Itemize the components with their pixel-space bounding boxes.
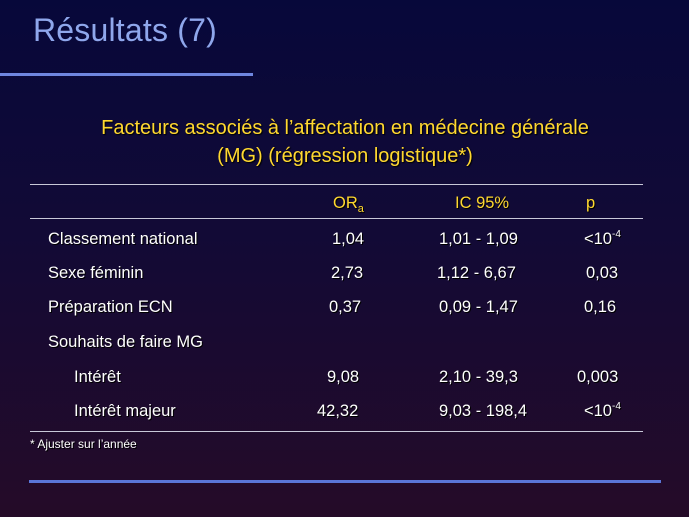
table-top-rule	[30, 184, 643, 185]
header-p: p	[586, 194, 596, 212]
p-value-exponent: -4	[612, 229, 621, 240]
footnote: * Ajuster sur l’année	[30, 437, 137, 451]
row-ic-sexe: 1,12 - 6,67	[437, 264, 516, 282]
header-rule	[30, 218, 643, 219]
subtitle-line-1: Facteurs associés à l’affectation en méd…	[101, 117, 589, 139]
slide-title: Résultats (7)	[33, 12, 217, 48]
row-p-classement: <10-4	[584, 229, 621, 249]
row-label-preparation: Préparation ECN	[48, 298, 173, 316]
row-label-classement: Classement national	[48, 230, 198, 248]
p-value-base: <10	[584, 230, 612, 248]
header-or: ORa	[333, 194, 364, 215]
row-ic-classement: 1,01 - 1,09	[439, 230, 518, 248]
header-or-label: OR	[333, 194, 358, 212]
header-ic: IC 95%	[455, 194, 510, 212]
row-ic-interet-majeur: 9,03 - 198,4	[439, 402, 528, 420]
p-value-base: <10	[584, 402, 612, 420]
row-p-sexe: 0,03	[586, 264, 619, 282]
row-ic-interet: 2,10 - 39,3	[439, 368, 518, 386]
title-underline	[0, 73, 253, 76]
row-label-interet: Intérêt	[74, 368, 121, 386]
row-p-preparation: 0,16	[584, 298, 617, 316]
row-label-sexe: Sexe féminin	[48, 264, 144, 282]
row-label-souhaits: Souhaits de faire MG	[48, 333, 203, 351]
row-label-interet-majeur: Intérêt majeur	[74, 402, 176, 420]
slide-subtitle: Facteurs associés à l’affectation en méd…	[30, 114, 660, 170]
row-p-interet: 0,003	[577, 368, 619, 386]
header-or-subscript: a	[357, 203, 364, 215]
row-or-classement: 1,04	[332, 230, 365, 248]
row-or-interet-majeur: 42,32	[317, 402, 359, 420]
subtitle-line-2: (MG) (régression logistique*)	[217, 145, 473, 167]
row-ic-preparation: 0,09 - 1,47	[439, 298, 518, 316]
row-or-preparation: 0,37	[329, 298, 362, 316]
row-or-sexe: 2,73	[331, 264, 364, 282]
bottom-accent-line	[29, 480, 661, 483]
table-bottom-rule	[30, 431, 643, 432]
row-p-interet-majeur: <10-4	[584, 401, 621, 421]
row-or-interet: 9,08	[327, 368, 360, 386]
p-value-exponent: -4	[612, 401, 621, 412]
